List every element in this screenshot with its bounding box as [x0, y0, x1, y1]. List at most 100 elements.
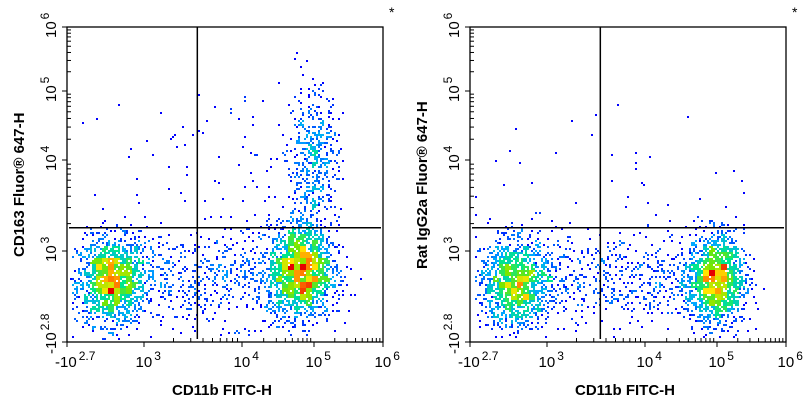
event-dot [276, 244, 278, 246]
event-dot [306, 190, 308, 192]
event-dot [92, 260, 94, 262]
event-dot [491, 284, 493, 286]
event-dot [90, 244, 92, 246]
event-dot [84, 272, 86, 274]
event-dot [72, 336, 74, 338]
event-dot [148, 240, 150, 242]
event-dot [310, 282, 312, 284]
event-dot [146, 280, 148, 282]
event-dot [92, 278, 94, 280]
event-dot [126, 326, 128, 328]
event-dot [92, 268, 94, 270]
event-dot [284, 268, 286, 270]
event-dot [98, 254, 100, 256]
event-dot [120, 296, 122, 298]
event-dot [208, 278, 210, 280]
event-dot [116, 276, 118, 278]
event-dot [110, 254, 112, 256]
event-dot [326, 284, 328, 286]
event-dot [316, 224, 318, 226]
event-dot [180, 272, 182, 274]
event-dot [306, 60, 308, 62]
event-dot [264, 320, 266, 322]
event-dot [292, 270, 294, 272]
event-dot [537, 304, 539, 306]
event-dot [116, 296, 118, 298]
event-dot [134, 316, 136, 318]
event-dot [116, 224, 118, 226]
event-dot [82, 122, 84, 124]
event-dot [216, 256, 218, 258]
event-dot [100, 260, 102, 262]
plot-isotype: * CD11b FITC-H Rat IgG2a Fluor® 647-H -10 2.… [403, 0, 806, 408]
event-dot [306, 268, 308, 270]
event-dot [322, 288, 324, 290]
event-dot [74, 294, 76, 296]
event-dot [284, 298, 286, 300]
event-dot [292, 110, 294, 112]
event-dot [126, 254, 128, 256]
event-dot [302, 288, 304, 290]
event-dot [298, 286, 300, 288]
event-dot [282, 228, 284, 230]
event-dot [330, 188, 332, 190]
event-dot [96, 274, 98, 276]
event-dot [527, 244, 529, 246]
event-dot [312, 206, 314, 208]
event-dot [302, 238, 304, 240]
event-dot [298, 308, 300, 310]
event-dot [306, 286, 308, 288]
event-dot [170, 138, 172, 140]
event-dot [310, 230, 312, 232]
event-dot [296, 264, 298, 266]
event-dot [114, 238, 116, 240]
event-dot [318, 248, 320, 250]
event-dot [322, 266, 324, 268]
event-dot [90, 292, 92, 294]
event-dot [497, 314, 499, 316]
event-dot [334, 134, 336, 136]
event-dot [290, 288, 292, 290]
event-dot [276, 286, 278, 288]
event-dot [308, 232, 310, 234]
event-dot [100, 290, 102, 292]
event-dot [90, 276, 92, 278]
event-dot [535, 292, 537, 294]
event-dot [318, 182, 320, 184]
event-dot [314, 276, 316, 278]
event-dot [186, 294, 188, 296]
event-dot [316, 156, 318, 158]
event-dot [543, 308, 545, 310]
event-dot [216, 268, 218, 270]
event-dot [200, 280, 202, 282]
event-dot [244, 240, 246, 242]
event-dot [310, 146, 312, 148]
event-dot [126, 282, 128, 284]
event-dot [152, 250, 154, 252]
event-dot [559, 246, 561, 248]
event-dot [310, 224, 312, 226]
event-dot [330, 242, 332, 244]
event-dot [126, 312, 128, 314]
event-dot [124, 298, 126, 300]
event-dot [108, 312, 110, 314]
event-dot [134, 264, 136, 266]
event-dot [202, 132, 204, 134]
event-dot [108, 264, 110, 266]
event-dot [260, 226, 262, 228]
event-dot [288, 282, 290, 284]
event-dot [298, 282, 300, 284]
event-dot [126, 292, 128, 294]
event-dot [298, 276, 300, 278]
event-dot [112, 276, 114, 278]
event-dot [120, 298, 122, 300]
event-dot [128, 262, 130, 264]
event-dot [116, 258, 118, 260]
event-dot [270, 284, 272, 286]
event-dot [278, 270, 280, 272]
event-dot [98, 278, 100, 280]
event-dot [82, 282, 84, 284]
event-dot [108, 272, 110, 274]
event-dot [535, 254, 537, 256]
event-dot [312, 264, 314, 266]
